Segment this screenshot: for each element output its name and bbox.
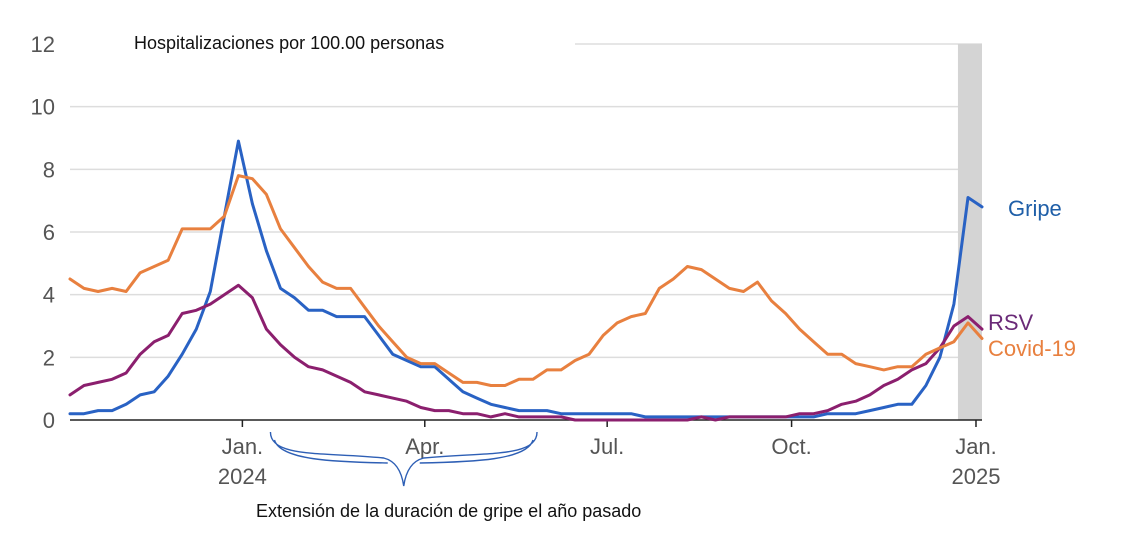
x-tick-label: 2025 (952, 464, 1001, 489)
y-tick-label: 6 (43, 220, 55, 245)
y-tick-label: 8 (43, 157, 55, 182)
series-lines (68, 139, 984, 422)
y-axis-ticks: 0 2 4 6 8 10 12 (31, 32, 55, 433)
series-label: Covid-19 (988, 336, 1076, 361)
y-tick-label: 4 (43, 283, 55, 308)
series-line (68, 174, 984, 387)
x-axis-ticks: Jan. 2024 Apr. Jul. Oct. Jan. 2025 (218, 420, 1001, 489)
x-tick-label: Jan. (955, 434, 997, 459)
x-tick-label: Apr. (405, 434, 444, 459)
y-tick-label: 12 (31, 32, 55, 57)
x-tick-label: 2024 (218, 464, 267, 489)
series-label: RSV (988, 310, 1034, 335)
x-tick-label: Oct. (771, 434, 811, 459)
shaded-region (957, 44, 982, 420)
annotation-text: Extensión de la duración de gripe el año… (256, 501, 641, 521)
x-tick-label: Jan. (222, 434, 264, 459)
y-tick-label: 10 (31, 95, 55, 120)
chart-title: Hospitalizaciones por 100.00 personas (134, 33, 444, 53)
y-tick-label: 0 (43, 408, 55, 433)
gridlines (70, 43, 982, 359)
series-label: Gripe (1008, 196, 1062, 221)
series-line (68, 139, 984, 419)
annotation: Extensión de la duración de gripe el año… (256, 431, 641, 521)
y-tick-label: 2 (43, 345, 55, 370)
annotation-brace (269, 431, 538, 487)
series-line (68, 283, 984, 422)
x-tick-label: Jul. (590, 434, 624, 459)
